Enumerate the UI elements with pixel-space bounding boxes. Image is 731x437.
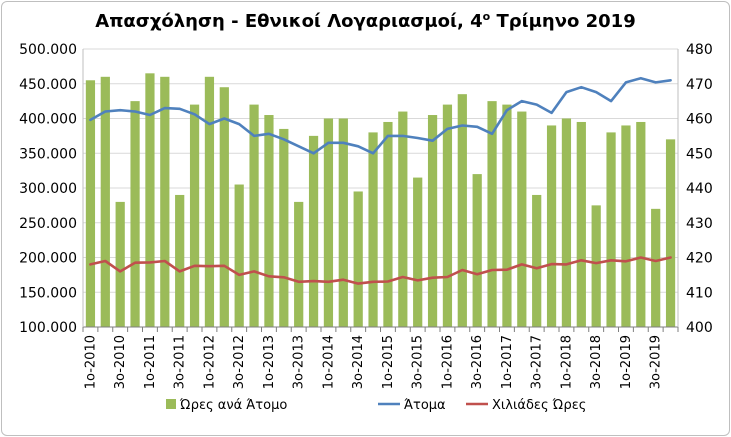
bar	[561, 118, 572, 327]
bar	[487, 101, 497, 327]
bar	[546, 125, 557, 327]
bar	[219, 87, 229, 327]
bar	[175, 194, 185, 327]
left-axis-tick-label: 200.000	[19, 251, 77, 267]
left-axis-tick-label: 250.000	[19, 216, 77, 232]
bar	[457, 94, 467, 327]
right-axis-tick-label: 470	[686, 77, 713, 93]
x-tick-label: 3o-2019	[649, 335, 664, 389]
x-tick-label: 1o-2019	[619, 335, 634, 389]
bar	[665, 139, 676, 327]
bar	[204, 76, 215, 327]
bar	[323, 118, 334, 327]
x-tick-label: 1o-2016	[440, 335, 455, 389]
right-axis-tick-label: 440	[686, 181, 713, 197]
right-axis-tick-label: 410	[686, 285, 713, 301]
bar	[427, 115, 438, 328]
x-tick-label: 3o-2015	[411, 335, 426, 389]
x-tick-label: 3o-2017	[530, 335, 545, 389]
left-axis-tick-label: 150.000	[19, 285, 77, 301]
bar	[517, 111, 527, 327]
x-tick-label: 3o-2014	[351, 335, 366, 389]
legend-swatch	[166, 399, 176, 409]
left-axis-tick-label: 500.000	[19, 42, 77, 58]
legend-label: Άτομα	[404, 398, 446, 413]
right-axis-tick-label: 430	[686, 216, 713, 232]
x-tick-label: 3o-2010	[113, 335, 128, 389]
bar	[621, 125, 631, 327]
bar	[294, 201, 304, 327]
bar	[279, 128, 289, 327]
bar	[145, 73, 155, 327]
x-tick-label: 1o-2018	[559, 335, 574, 389]
bar	[651, 208, 661, 327]
bar	[338, 118, 348, 327]
series-line	[89, 76, 672, 155]
x-tick-label: 1o-2015	[381, 335, 396, 389]
left-axis-tick-label: 450.000	[19, 77, 77, 93]
right-axis-tick-label: 460	[686, 112, 713, 128]
right-axis-tick-label: 420	[686, 251, 713, 267]
bar	[502, 104, 512, 327]
bar	[189, 104, 200, 327]
bar	[413, 177, 423, 327]
bar	[442, 104, 453, 327]
series-line	[89, 256, 672, 285]
bar	[115, 201, 125, 327]
bar	[472, 174, 482, 327]
x-tick-label: 1o-2010	[83, 335, 98, 389]
bar	[100, 76, 110, 327]
right-axis-tick-label: 450	[686, 146, 713, 162]
x-tick-label: 1o-2014	[321, 335, 336, 389]
bar	[249, 104, 259, 327]
bar	[636, 121, 646, 327]
x-tick-label: 1o-2017	[500, 335, 515, 389]
bar	[368, 132, 378, 327]
bar	[591, 205, 601, 327]
bar	[264, 115, 274, 328]
left-axis-tick-label: 300.000	[19, 181, 77, 197]
x-tick-label: 1o-2012	[202, 335, 217, 389]
bar	[353, 191, 363, 327]
chart-title: Απασχόληση - Εθνικοί Λογαριασμοί, 4ο Τρί…	[95, 10, 636, 32]
left-axis-tick-label: 350.000	[19, 146, 77, 162]
bar	[383, 121, 393, 327]
legend-label: Ώρες ανά Άτομο	[179, 398, 287, 413]
right-axis-tick-label: 480	[686, 42, 713, 58]
left-axis-tick-label: 400.000	[19, 112, 77, 128]
bar	[130, 101, 140, 327]
left-axis-tick-label: 100.000	[19, 320, 77, 336]
bar	[234, 184, 244, 327]
x-tick-label: 1o-2011	[143, 335, 158, 389]
x-tick-label: 1o-2013	[262, 335, 277, 389]
bar	[398, 111, 408, 327]
x-tick-label: 3o-2012	[232, 335, 247, 389]
bar	[606, 132, 616, 327]
x-tick-label: 3o-2013	[292, 335, 307, 389]
bar	[576, 121, 586, 327]
bar	[532, 194, 542, 327]
bar	[85, 80, 96, 328]
x-tick-label: 3o-2016	[470, 335, 485, 389]
legend-label: Χιλιάδες Ώρες	[492, 398, 586, 413]
bar	[160, 76, 170, 327]
right-axis-tick-label: 400	[686, 320, 713, 336]
x-tick-label: 3o-2011	[173, 335, 188, 389]
bar	[308, 135, 319, 327]
x-tick-label: 3o-2018	[589, 335, 604, 389]
